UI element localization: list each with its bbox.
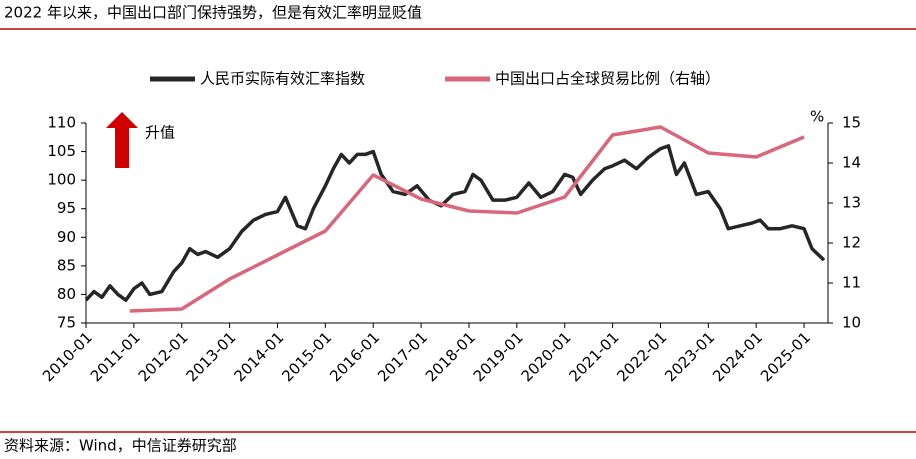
x-tick-label: 2014-01 [230, 328, 287, 385]
x-tick-label: 2019-01 [470, 328, 527, 385]
y-tick-label: 75 [57, 314, 76, 332]
y2-tick-label: 11 [842, 274, 861, 292]
x-tick-label: 2011-01 [87, 328, 144, 385]
x-tick-label: 2012-01 [135, 328, 192, 385]
legend-label: 中国出口占全球贸易比例（右轴） [495, 70, 720, 88]
x-tick-label: 2024-01 [709, 328, 766, 385]
series-line [129, 125, 805, 313]
up-arrow [106, 112, 138, 168]
x-tick-label: 2010-01 [39, 328, 96, 385]
y-tick-label: 80 [57, 285, 76, 303]
y-tick-label: 95 [57, 199, 76, 217]
legend-label: 人民币实际有效汇率指数 [200, 70, 365, 88]
x-tick-label: 2016-01 [326, 328, 383, 385]
y2-unit: % [810, 108, 824, 126]
x-tick-label: 2022-01 [613, 328, 670, 385]
x-tick-label: 2020-01 [518, 328, 575, 385]
y2-tick-label: 12 [842, 234, 861, 252]
annotation: 升值 [145, 124, 175, 142]
y2-tick-label: 14 [842, 154, 861, 172]
y2-tick-label: 13 [842, 194, 861, 212]
y-tick-label: 90 [57, 228, 76, 246]
chart-title: 2022 年以来，中国出口部门保持强势，但是有效汇率明显贬值 [4, 4, 422, 22]
x-tick-label: 2025-01 [757, 328, 814, 385]
y2-tick-label: 10 [842, 314, 861, 332]
x-tick-label: 2021-01 [566, 328, 623, 385]
x-tick-label: 2015-01 [278, 328, 335, 385]
x-tick-label: 2023-01 [661, 328, 718, 385]
y2-tick-label: 15 [842, 114, 861, 132]
y-tick-label: 105 [47, 142, 76, 160]
y-tick-label: 110 [47, 114, 76, 132]
x-tick-label: 2018-01 [422, 328, 479, 385]
source: 资料来源：Wind，中信证券研究部 [4, 437, 237, 455]
y-tick-label: 100 [47, 171, 76, 189]
x-tick-label: 2017-01 [374, 328, 431, 385]
x-tick-label: 2013-01 [183, 328, 240, 385]
y-tick-label: 85 [57, 256, 76, 274]
series-line [84, 144, 826, 302]
